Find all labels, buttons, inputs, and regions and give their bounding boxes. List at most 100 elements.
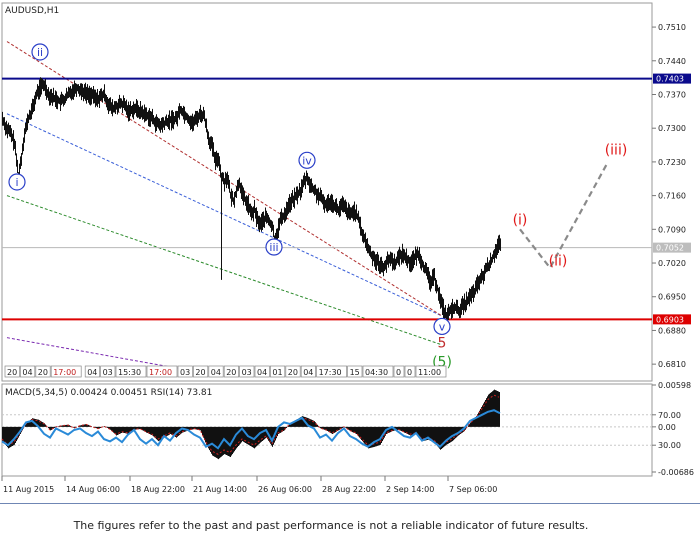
time-tag-label: 20 xyxy=(38,368,48,377)
time-tick-label: 14 Aug 06:00 xyxy=(66,485,120,494)
time-tag-label: 15:30 xyxy=(118,368,141,377)
time-tag-label: 11:00 xyxy=(418,368,441,377)
time-tick-label: 26 Aug 06:00 xyxy=(258,485,312,494)
time-tag-box xyxy=(239,365,255,378)
time-tag-label: 20 xyxy=(288,368,298,377)
time-tag-label: 04:30 xyxy=(365,368,388,377)
time-tag-box xyxy=(146,365,178,378)
time-tag-box xyxy=(254,365,270,378)
level-tag-label: 0.6903 xyxy=(656,315,684,324)
time-tag-box xyxy=(362,365,394,378)
time-tag-box xyxy=(300,365,316,378)
wave-label-circle xyxy=(433,317,451,336)
time-tag-box xyxy=(404,365,416,378)
horizontal-levels: 0.7403 0.6903 0.7052 xyxy=(2,73,691,325)
time-tag-box xyxy=(35,365,51,378)
time-tag-label: 17:00 xyxy=(53,368,76,377)
price-candles xyxy=(2,77,501,324)
wave-label: (iii) xyxy=(605,143,628,159)
time-tag-label: 17:30 xyxy=(319,368,342,377)
time-tick-label: 2 Sep 14:00 xyxy=(386,485,434,494)
price-tick-label: 0.6950 xyxy=(658,293,686,302)
rsi-line xyxy=(1,409,501,450)
wave-label: v xyxy=(439,320,446,333)
price-tick-label: 0.7020 xyxy=(658,259,686,268)
wave-label: (i) xyxy=(513,213,528,229)
price-tick-label: 0.7370 xyxy=(658,90,686,99)
time-tag-box xyxy=(50,365,82,378)
price-tick-label: 0.6810 xyxy=(658,360,686,369)
price-tick-label: 0.7300 xyxy=(658,124,686,133)
time-tag-box xyxy=(285,365,301,378)
time-tick-label: 11 Aug 2015 xyxy=(3,485,54,494)
time-tag-label: 01 xyxy=(272,368,282,377)
price-axis: 0.7510 0.7440 0.7370 0.7300 0.7230 0.7160 0.70… xyxy=(652,23,686,369)
disclaimer-text: The figures refer to the past and past p… xyxy=(73,519,589,532)
time-tag-box xyxy=(347,365,363,378)
time-tag-label: 04 xyxy=(211,368,221,377)
time-tag-label: 17:00 xyxy=(149,368,172,377)
wave-label: iii xyxy=(269,241,278,254)
time-tag-box xyxy=(223,365,239,378)
price-tick-label: 0.7440 xyxy=(658,57,686,66)
time-tag-box xyxy=(177,365,193,378)
price-tick-label: 0.7510 xyxy=(658,23,686,32)
wave-label: (ii) xyxy=(549,253,568,269)
wave-label-circle xyxy=(298,151,316,169)
indicator-title: MACD(5,34,5) 0.00424 0.00451 RSI(14) 73.… xyxy=(5,388,212,398)
time-tag-label: 15 xyxy=(350,368,360,377)
indicator-tick-label: 30.00 xyxy=(658,441,681,450)
time-tag-label: 04 xyxy=(303,368,313,377)
time-tag-label: 20 xyxy=(226,368,236,377)
time-tick-label: 18 Aug 22:00 xyxy=(131,485,185,494)
time-tag-box xyxy=(415,365,447,378)
indicator-tick-label: 0.00 xyxy=(658,423,676,432)
wave-label-circle xyxy=(265,238,283,256)
price-tick-label: 0.7090 xyxy=(658,225,686,234)
price-pane-frame xyxy=(1,2,653,382)
time-tag-label: 0 xyxy=(396,368,401,377)
time-tick-label: 7 Sep 06:00 xyxy=(449,485,497,494)
wave-label-circle xyxy=(31,43,49,61)
current-price-tag-label: 0.7052 xyxy=(656,244,684,253)
time-tag-box xyxy=(115,365,147,378)
time-tag-box xyxy=(100,365,116,378)
time-tag-box xyxy=(84,365,100,378)
indicator-tick-label: 0.00598 xyxy=(658,381,691,390)
time-tag-strip: 20 04 20 17:00 04 03 15:30 17:00 03 20 04 20 03 04 01 2… xyxy=(4,365,447,378)
wave-label: ii xyxy=(37,46,43,59)
time-tag-label: 03 xyxy=(242,368,252,377)
time-tag-box xyxy=(4,365,20,378)
time-tag-label: 03 xyxy=(103,368,113,377)
time-tick-label: 28 Aug 22:00 xyxy=(322,485,376,494)
time-tag-box xyxy=(316,365,347,378)
wave-label: iv xyxy=(302,154,312,167)
current-price-tag xyxy=(653,242,691,253)
time-tag-box xyxy=(193,365,209,378)
price-pane-title: AUDUSD,H1 xyxy=(5,6,59,16)
indicator-axis: 0.00598 70.00 0.00 30.00 -0.00686 xyxy=(652,381,694,477)
price-tick-label: 0.7160 xyxy=(658,192,686,201)
level-tag xyxy=(653,314,691,325)
time-tag-box xyxy=(393,365,405,378)
indicator-tick-label: -0.00686 xyxy=(658,468,694,477)
footer-divider xyxy=(0,503,700,504)
price-tick-label: 0.6880 xyxy=(658,326,686,335)
time-tag-box xyxy=(208,365,224,378)
trendline xyxy=(6,195,443,346)
time-tag-box xyxy=(270,365,286,378)
wave-label: 5 xyxy=(438,335,447,351)
time-tag-label: 03 xyxy=(180,368,190,377)
time-tag-label: 04 xyxy=(22,368,32,377)
wave-label-circle xyxy=(8,173,26,191)
time-tag-label: 04 xyxy=(257,368,267,377)
wave-label: i xyxy=(15,176,18,189)
chart-background xyxy=(0,0,700,500)
time-tag-box xyxy=(20,365,36,378)
time-tag-label: 04 xyxy=(87,368,97,377)
indicator-tick-label: 70.00 xyxy=(658,411,681,420)
level-tag xyxy=(653,73,691,84)
level-tag-label: 0.7403 xyxy=(656,75,684,84)
